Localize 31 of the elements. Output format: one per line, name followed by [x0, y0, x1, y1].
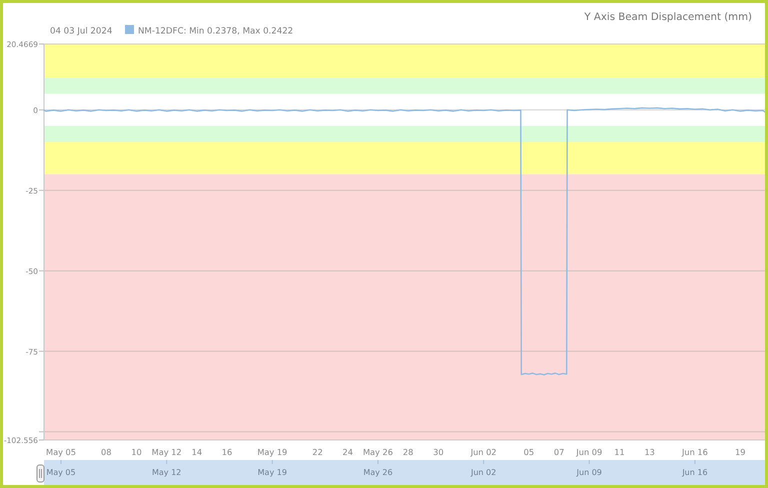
x2-tick-label: May 05 [46, 468, 76, 477]
x-tick-label: 13 [644, 447, 655, 457]
x-tick-label: 05 [524, 447, 534, 457]
x-tick-label: 08 [101, 447, 112, 457]
x-tick-label: 11 [614, 447, 625, 457]
x-tick-label: 22 [312, 447, 323, 457]
x2-tick-label: Jun 02 [470, 468, 496, 477]
x-tick-label: 24 [342, 447, 353, 457]
x-tick-label: 16 [222, 447, 232, 457]
x-tick-label: 07 [554, 447, 564, 457]
x2-tick-label: May 12 [152, 468, 182, 477]
x-tick-label: 10 [131, 447, 142, 457]
x-tick-label: May 05 [46, 447, 76, 457]
chart-subtitle: 04 03 Jul 2024 [50, 26, 112, 36]
x-tick-label: May 19 [257, 447, 288, 457]
legend-label: NM-12DFC: Min 0.2378, Max 0.2422 [138, 26, 294, 36]
x-tick-label: 14 [192, 447, 202, 457]
x2-tick-label: Jun 09 [576, 468, 602, 477]
x-tick-label: Jun 09 [575, 447, 602, 457]
x-tick-label: May 12 [152, 447, 182, 457]
x-tick-label: 30 [433, 447, 444, 457]
line-series [43, 107, 767, 376]
x-tick-label: May 26 [362, 447, 393, 457]
x2-tick-label: May 19 [258, 468, 287, 477]
x-tick-label: 19 [735, 447, 746, 457]
chart-title: Y Axis Beam Displacement (mm) [583, 12, 752, 23]
x2-tick-label: May 26 [363, 468, 393, 477]
x-tick-label: Jun 16 [681, 447, 708, 457]
x2-tick-label: Jun 16 [681, 468, 708, 477]
x-tick-label: 28 [402, 447, 414, 457]
x-tick-label: Jun 02 [470, 447, 497, 457]
